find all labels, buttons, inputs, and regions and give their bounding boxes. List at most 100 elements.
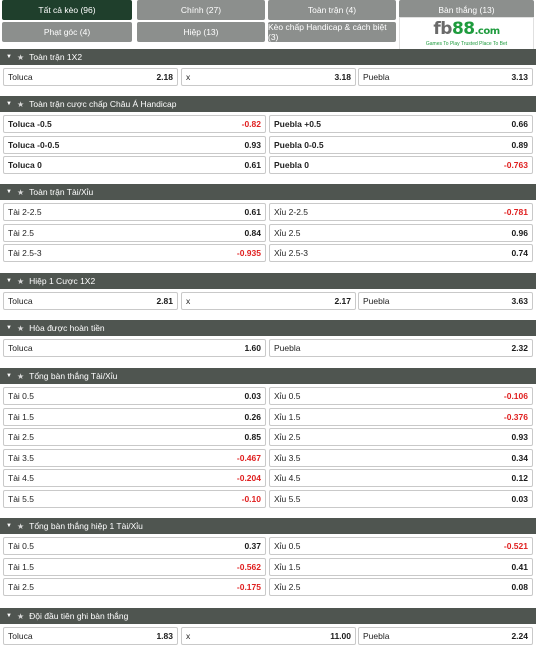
odds-label: x [186,631,191,641]
odds-cell[interactable]: Toluca -0-0.5 0.93 [3,135,266,154]
odds-cell[interactable]: Tài 1.5 -0.562 [3,557,266,576]
odds-cell[interactable]: x 2.17 [181,292,356,310]
odds-row: Toluca 2.18 x 3.18 Puebla 3.13 [0,68,536,86]
odds-cell[interactable]: Puebla 2.24 [358,627,533,645]
odds-cell[interactable]: Tài 0.5 0.03 [3,387,266,405]
odds-cell[interactable]: Xỉu 2.5 0.93 [269,428,533,447]
odds-label: Tài 2.5-3 [8,248,42,259]
odds-cell[interactable]: Tài 2.5-3 -0.935 [3,244,266,263]
odds-label: Tài 2-2.5 [8,207,42,217]
odds-cell[interactable]: Tài 4.5 -0.204 [3,469,266,488]
tab-goals[interactable]: Bàn thắng (13) [399,0,534,20]
section-header[interactable]: ▼ ★ Toàn trận 1X2 [0,49,536,65]
odds-cell[interactable]: Xỉu 2.5-3 0.74 [269,244,533,263]
odds-cell[interactable]: Xỉu 0.5 -0.521 [269,537,533,555]
section-header[interactable]: ▼ ★ Đội đầu tiên ghi bàn thắng [0,608,536,624]
market-section: ▼ ★ Hiệp 1 Cược 1X2 Toluca 2.81 x 2.17 Puebla 3.… [0,273,536,310]
odds-label: Xỉu 2.5 [274,432,301,443]
odds-cell[interactable]: Puebla +0.5 0.66 [269,115,533,133]
odds-value: 0.61 [244,207,261,217]
section-header[interactable]: ▼ ★ Tổng bàn thắng hiệp 1 Tài/Xỉu [0,518,536,534]
section-title: Toàn trận 1X2 [29,52,83,62]
odds-row: Toluca 0 0.61 Puebla 0 -0.763 [0,156,536,175]
tab-main[interactable]: Chính (27) [137,0,265,20]
star-icon[interactable]: ★ [16,99,25,109]
odds-label: Toluca [8,631,33,641]
odds-cell[interactable]: Tài 2.5 -0.175 [3,578,266,597]
chevron-down-icon[interactable]: ▼ [6,373,12,379]
odds-row: Tài 1.5 -0.562 Xỉu 1.5 0.41 [0,557,536,576]
odds-cell[interactable]: Xỉu 3.5 0.34 [269,448,533,467]
market-section: ▼ ★ Hòa được hoàn tiền Toluca 1.60 Puebla 2.32 [0,320,536,357]
odds-value: 1.83 [156,631,173,641]
odds-value: 0.08 [511,582,528,593]
odds-row: Tài 2-2.5 0.61 Xỉu 2-2.5 -0.781 [0,203,536,221]
odds-cell[interactable]: Tài 2-2.5 0.61 [3,203,266,221]
odds-row: Tài 2.5 0.85 Xỉu 2.5 0.93 [0,428,536,447]
odds-cell[interactable]: Puebla 3.63 [358,292,533,310]
odds-cell[interactable]: x 11.00 [181,627,356,645]
odds-cell[interactable]: Xỉu 1.5 0.41 [269,557,533,576]
star-icon[interactable]: ★ [16,276,25,286]
odds-cell[interactable]: Xỉu 0.5 -0.106 [269,387,533,405]
odds-value: -0.204 [236,473,261,484]
section-header[interactable]: ▼ ★ Tổng bàn thắng Tài/Xỉu [0,368,536,384]
odds-cell[interactable]: Tài 5.5 -0.10 [3,490,266,508]
odds-label: Xỉu 2.5 [274,582,301,593]
odds-cell[interactable]: Xỉu 5.5 0.03 [269,490,533,508]
odds-cell[interactable]: Puebla 0 -0.763 [269,156,533,175]
section-header[interactable]: ▼ ★ Hòa được hoàn tiền [0,320,536,336]
odds-cell[interactable]: Puebla 3.13 [358,68,533,86]
chevron-down-icon[interactable]: ▼ [6,101,12,107]
fb88-logo: fb88.com Games To Play Trusted Place To … [399,17,534,50]
odds-cell[interactable]: Toluca 2.81 [3,292,178,310]
odds-cell[interactable]: Tài 2.5 0.85 [3,428,266,447]
odds-cell[interactable]: Xỉu 2.5 0.08 [269,578,533,597]
odds-label: Tài 1.5 [8,561,34,572]
odds-cell[interactable]: Xỉu 2.5 0.96 [269,223,533,242]
chevron-down-icon[interactable]: ▼ [6,613,12,619]
market-section: ▼ ★ Tổng bàn thắng Tài/Xỉu Tài 0.5 0.03 Xỉu 0… [0,368,536,508]
odds-value: 11.00 [330,631,351,641]
star-icon[interactable]: ★ [16,187,25,197]
tab-halves[interactable]: Hiệp (13) [137,22,265,42]
chevron-down-icon[interactable]: ▼ [6,523,12,529]
odds-row: Tài 2.5 0.84 Xỉu 2.5 0.96 [0,223,536,242]
section-header[interactable]: ▼ ★ Hiệp 1 Cược 1X2 [0,273,536,289]
odds-cell[interactable]: Tài 0.5 0.37 [3,537,266,555]
chevron-down-icon[interactable]: ▼ [6,54,12,60]
odds-cell[interactable]: Xỉu 4.5 0.12 [269,469,533,488]
star-icon[interactable]: ★ [16,521,25,531]
chevron-down-icon[interactable]: ▼ [6,189,12,195]
section-header[interactable]: ▼ ★ Toàn trận Tài/Xỉu [0,184,536,200]
odds-cell[interactable]: Toluca 1.60 [3,339,266,357]
tab-handicap-margin[interactable]: Kèo chấp Handicap & cách biệt (3) [268,22,396,42]
odds-cell[interactable]: Xỉu 1.5 -0.376 [269,407,533,426]
chevron-down-icon[interactable]: ▼ [6,278,12,284]
odds-cell[interactable]: Tài 2.5 0.84 [3,223,266,242]
odds-cell[interactable]: Puebla 2.32 [269,339,533,357]
odds-value: 2.24 [511,631,528,641]
section-header[interactable]: ▼ ★ Toàn trận cược chấp Châu Á Handicap [0,96,536,112]
odds-label: Tài 3.5 [8,452,34,463]
odds-cell[interactable]: Toluca 1.83 [3,627,178,645]
odds-cell[interactable]: Puebla 0-0.5 0.89 [269,135,533,154]
chevron-down-icon[interactable]: ▼ [6,325,12,331]
odds-cell[interactable]: Xỉu 2-2.5 -0.781 [269,203,533,221]
market-section: ▼ ★ Toàn trận Tài/Xỉu Tài 2-2.5 0.61 Xỉu 2-2.… [0,184,536,263]
odds-cell[interactable]: Toluca 2.18 [3,68,178,86]
star-icon[interactable]: ★ [16,323,25,333]
odds-cell[interactable]: Tài 3.5 -0.467 [3,448,266,467]
odds-cell[interactable]: Toluca -0.5 -0.82 [3,115,266,133]
odds-cell[interactable]: Toluca 0 0.61 [3,156,266,175]
odds-cell[interactable]: x 3.18 [181,68,356,86]
star-icon[interactable]: ★ [16,611,25,621]
tab-all-markets[interactable]: Tất cả kèo (96) [2,0,132,20]
star-icon[interactable]: ★ [16,371,25,381]
tab-full-time[interactable]: Toàn trận (4) [268,0,396,20]
star-icon[interactable]: ★ [16,52,25,62]
odds-value: 0.41 [511,561,528,572]
tab-corners[interactable]: Phạt góc (4) [2,22,132,42]
odds-label: x [186,72,191,82]
odds-cell[interactable]: Tài 1.5 0.26 [3,407,266,426]
